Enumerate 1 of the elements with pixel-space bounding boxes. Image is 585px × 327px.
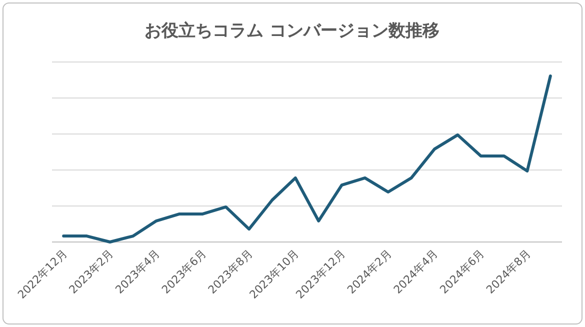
chart-title: お役立ちコラム コンバージョン数推移	[144, 21, 440, 41]
